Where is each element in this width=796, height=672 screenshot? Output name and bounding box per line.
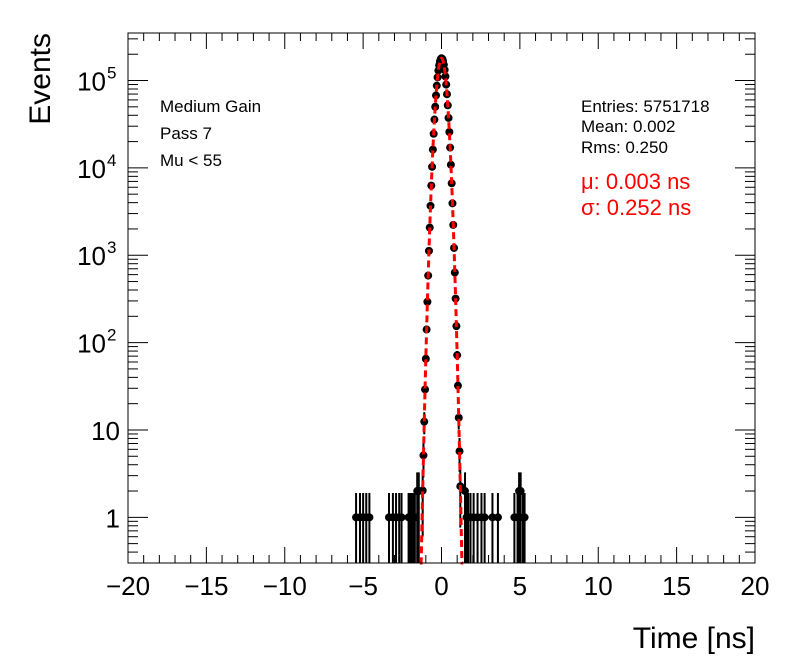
- data-point: [420, 417, 429, 426]
- annotation-mu: Mu < 55: [160, 151, 222, 170]
- fit-mean-label: μ: 0.003 ns: [581, 169, 690, 194]
- data-point: [423, 297, 432, 306]
- x-tick-label: −15: [184, 571, 228, 601]
- x-axis-title: Time [ns]: [633, 622, 755, 655]
- annotation-pass: Pass 7: [160, 124, 212, 143]
- data-point: [445, 128, 454, 137]
- data-point: [432, 91, 441, 100]
- x-tick-label: 0: [434, 571, 448, 601]
- y-tick-label: 10: [77, 329, 106, 359]
- data-point: [493, 513, 502, 522]
- data-point: [365, 513, 374, 522]
- y-tick-label: 10: [77, 67, 106, 97]
- stats-rms: Rms: 0.250: [581, 138, 668, 157]
- y-tick-exponent: 4: [107, 151, 116, 170]
- data-point: [421, 354, 430, 363]
- y-axis-title: Events: [24, 33, 57, 125]
- x-tick-label: 15: [662, 571, 691, 601]
- axis-ticks: [127, 33, 756, 564]
- data-point: [520, 513, 529, 522]
- stats-mean: Mean: 0.002: [581, 117, 676, 136]
- data-point: [454, 413, 463, 422]
- data-point: [428, 145, 437, 154]
- data-point: [450, 268, 459, 277]
- y-tick-label: 1: [106, 503, 120, 533]
- data-point: [421, 385, 430, 394]
- fit-curve: [419, 56, 464, 565]
- data-point: [446, 160, 455, 169]
- annotation-gain: Medium Gain: [160, 97, 261, 116]
- y-tick-label: 10: [91, 416, 120, 446]
- fit-gaussian-line: [419, 56, 464, 565]
- x-tick-label: −5: [348, 571, 378, 601]
- data-point: [455, 447, 464, 456]
- y-tick-label: 10: [77, 154, 106, 184]
- x-tick-label: 5: [513, 571, 527, 601]
- x-tick-label: −10: [263, 571, 307, 601]
- stats-entries: Entries: 5751718: [581, 97, 710, 116]
- data-point: [480, 513, 489, 522]
- x-tick-label: 20: [741, 571, 770, 601]
- data-point: [414, 487, 423, 496]
- y-tick-exponent: 2: [107, 326, 116, 345]
- data-point: [419, 451, 428, 460]
- plot-frame: [127, 32, 756, 564]
- x-tick-label: 10: [584, 571, 613, 601]
- y-tick-exponent: 3: [107, 238, 116, 257]
- data-point: [441, 72, 450, 81]
- y-tick-label: 10: [77, 241, 106, 271]
- data-point: [397, 513, 406, 522]
- fit-sigma-label: σ: 0.252 ns: [581, 195, 691, 220]
- data-point: [453, 381, 462, 390]
- data-point: [488, 513, 497, 522]
- x-tick-label: −20: [106, 571, 150, 601]
- y-tick-exponent: 5: [107, 64, 116, 83]
